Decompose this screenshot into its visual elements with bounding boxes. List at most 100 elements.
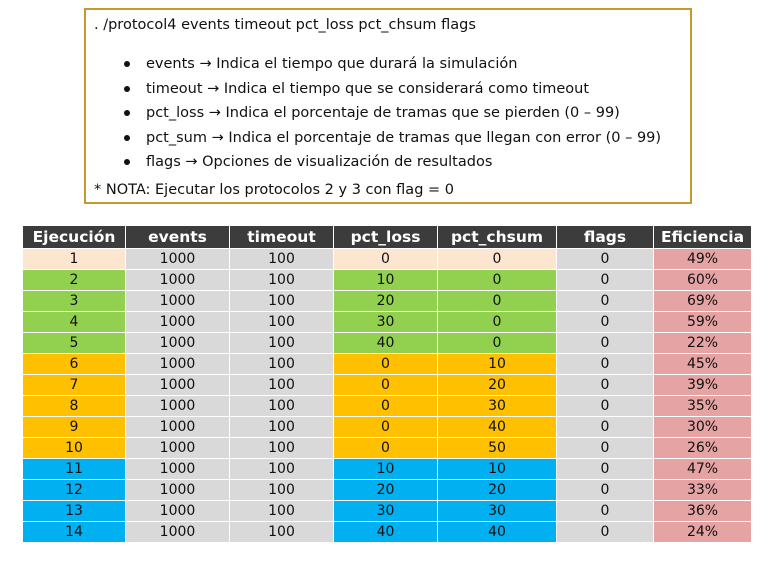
- table-cell-events: 1000: [125, 416, 230, 438]
- table-cell-eficiencia: 45%: [653, 353, 752, 375]
- table-cell-events: 1000: [125, 311, 230, 333]
- table-cell-pct-chsum: 30: [437, 500, 557, 522]
- table-cell-pct-chsum: 40: [437, 521, 557, 543]
- table-row: 2 1000 100 10 0 0 60%: [22, 269, 752, 291]
- table-cell-pct-chsum: 10: [437, 353, 557, 375]
- column-header-pct-chsum: pct_chsum: [437, 225, 557, 249]
- table-cell-pct-chsum: 0: [437, 311, 557, 333]
- parameter-item-pct-sum: pct_sum → Indica el porcentaje de tramas…: [118, 126, 661, 151]
- table-cell-flags: 0: [556, 311, 654, 333]
- table-cell-flags: 0: [556, 374, 654, 396]
- table-cell-pct-chsum: 20: [437, 479, 557, 501]
- table-row: 8 1000 100 0 30 0 35%: [22, 395, 752, 417]
- table-cell-events: 1000: [125, 437, 230, 459]
- table-cell-timeout: 100: [229, 290, 334, 312]
- table-cell-pct-loss: 20: [333, 290, 438, 312]
- table-row: 1 1000 100 0 0 0 49%: [22, 248, 752, 270]
- table-row: 6 1000 100 0 10 0 45%: [22, 353, 752, 375]
- table-cell-flags: 0: [556, 416, 654, 438]
- table-cell-ejecucion: 12: [22, 479, 126, 501]
- table-cell-timeout: 100: [229, 374, 334, 396]
- table-cell-timeout: 100: [229, 395, 334, 417]
- table-row: 9 1000 100 0 40 0 30%: [22, 416, 752, 438]
- table-cell-events: 1000: [125, 353, 230, 375]
- table-cell-pct-chsum: 10: [437, 458, 557, 480]
- table-cell-eficiencia: 24%: [653, 521, 752, 543]
- table-cell-pct-loss: 0: [333, 353, 438, 375]
- parameter-item-flags: flags → Opciones de visualización de res…: [118, 150, 661, 175]
- bullet-icon: [124, 61, 130, 67]
- table-cell-flags: 0: [556, 479, 654, 501]
- table-cell-ejecucion: 8: [22, 395, 126, 417]
- table-cell-pct-loss: 40: [333, 521, 438, 543]
- table-cell-events: 1000: [125, 269, 230, 291]
- table-cell-events: 1000: [125, 374, 230, 396]
- table-cell-pct-loss: 30: [333, 500, 438, 522]
- table-cell-ejecucion: 11: [22, 458, 126, 480]
- table-row: 13 1000 100 30 30 0 36%: [22, 500, 752, 522]
- table-cell-pct-chsum: 0: [437, 248, 557, 270]
- table-cell-eficiencia: 59%: [653, 311, 752, 333]
- table-row: 12 1000 100 20 20 0 33%: [22, 479, 752, 501]
- table-cell-pct-chsum: 20: [437, 374, 557, 396]
- table-cell-timeout: 100: [229, 500, 334, 522]
- table-cell-eficiencia: 33%: [653, 479, 752, 501]
- table-cell-events: 1000: [125, 248, 230, 270]
- table-cell-timeout: 100: [229, 416, 334, 438]
- table-cell-eficiencia: 47%: [653, 458, 752, 480]
- table-cell-timeout: 100: [229, 332, 334, 354]
- table-cell-pct-loss: 30: [333, 311, 438, 333]
- table-header-row: Ejecución events timeout pct_loss pct_ch…: [22, 225, 752, 249]
- bullet-icon: [124, 110, 130, 116]
- table-cell-eficiencia: 26%: [653, 437, 752, 459]
- table-cell-flags: 0: [556, 395, 654, 417]
- instructions-box: . /protocol4 events timeout pct_loss pct…: [84, 8, 692, 204]
- table-cell-events: 1000: [125, 332, 230, 354]
- bullet-icon: [124, 134, 130, 141]
- table-cell-flags: 0: [556, 353, 654, 375]
- table-cell-pct-chsum: 40: [437, 416, 557, 438]
- parameter-item-timeout: timeout → Indica el tiempo que se consid…: [118, 77, 661, 102]
- table-row: 4 1000 100 30 0 0 59%: [22, 311, 752, 333]
- table-cell-eficiencia: 30%: [653, 416, 752, 438]
- table-cell-eficiencia: 69%: [653, 290, 752, 312]
- table-cell-timeout: 100: [229, 269, 334, 291]
- parameter-text: timeout → Indica el tiempo que se consid…: [146, 80, 590, 97]
- table-cell-events: 1000: [125, 395, 230, 417]
- table-cell-pct-chsum: 30: [437, 395, 557, 417]
- table-cell-events: 1000: [125, 479, 230, 501]
- table-cell-pct-loss: 40: [333, 332, 438, 354]
- table-cell-ejecucion: 5: [22, 332, 126, 354]
- bullet-icon: [124, 85, 130, 92]
- table-cell-eficiencia: 39%: [653, 374, 752, 396]
- table-cell-eficiencia: 49%: [653, 248, 752, 270]
- bullet-icon: [124, 159, 130, 165]
- table-cell-timeout: 100: [229, 521, 334, 543]
- table-cell-flags: 0: [556, 248, 654, 270]
- table-cell-ejecucion: 9: [22, 416, 126, 438]
- table-cell-events: 1000: [125, 500, 230, 522]
- table-cell-timeout: 100: [229, 458, 334, 480]
- table-cell-pct-chsum: 0: [437, 269, 557, 291]
- table-cell-pct-loss: 0: [333, 437, 438, 459]
- table-cell-pct-loss: 0: [333, 374, 438, 396]
- table-cell-eficiencia: 60%: [653, 269, 752, 291]
- table-cell-timeout: 100: [229, 311, 334, 333]
- table-cell-pct-loss: 10: [333, 269, 438, 291]
- table-cell-pct-chsum: 0: [437, 332, 557, 354]
- table-cell-timeout: 100: [229, 248, 334, 270]
- parameter-text: flags → Opciones de visualización de res…: [146, 154, 493, 170]
- table-row: 10 1000 100 0 50 0 26%: [22, 437, 752, 459]
- column-header-pct-loss: pct_loss: [333, 225, 438, 249]
- table-cell-timeout: 100: [229, 479, 334, 501]
- table-cell-pct-loss: 10: [333, 458, 438, 480]
- table-cell-flags: 0: [556, 458, 654, 480]
- table-row: 11 1000 100 10 10 0 47%: [22, 458, 752, 480]
- table-cell-events: 1000: [125, 521, 230, 543]
- results-table: Ejecución events timeout pct_loss pct_ch…: [22, 225, 752, 543]
- table-row: 5 1000 100 40 0 0 22%: [22, 332, 752, 354]
- table-cell-ejecucion: 1: [22, 248, 126, 270]
- table-cell-flags: 0: [556, 500, 654, 522]
- table-row: 7 1000 100 0 20 0 39%: [22, 374, 752, 396]
- table-cell-events: 1000: [125, 290, 230, 312]
